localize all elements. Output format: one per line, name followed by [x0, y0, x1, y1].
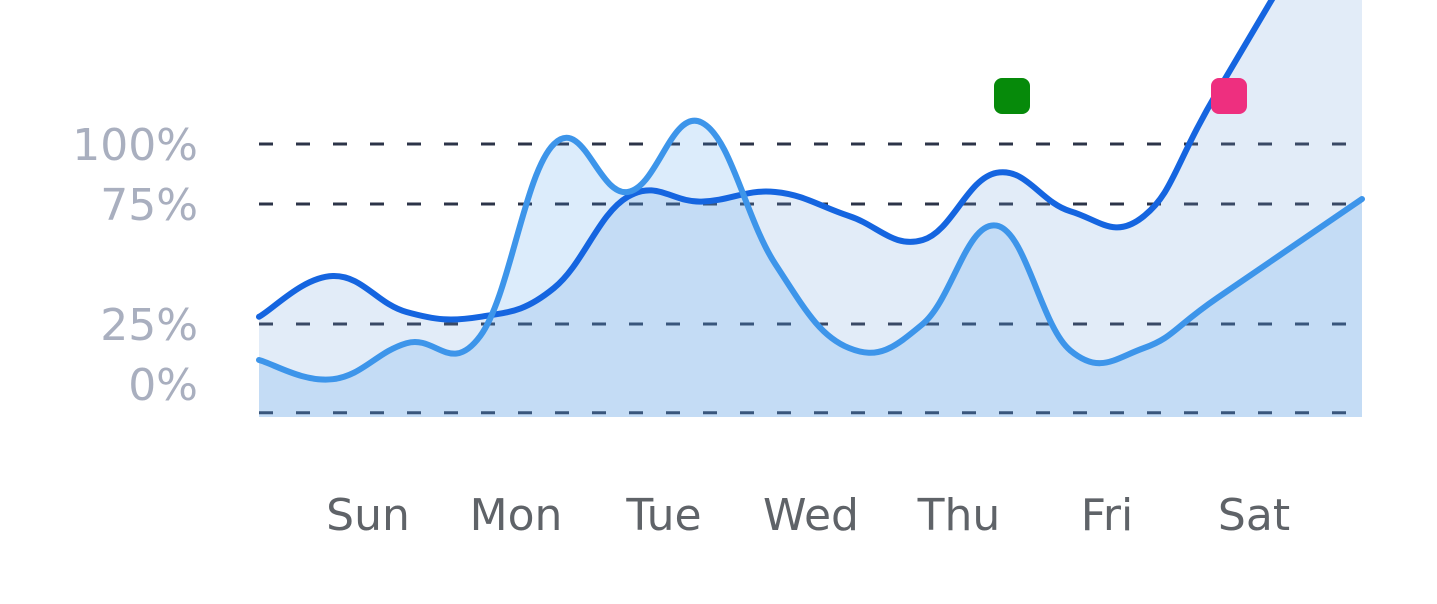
legend-swatch [994, 78, 1030, 114]
x-tick-label: Tue [625, 490, 701, 541]
series-line [256, 117, 1365, 383]
series-lines [256, 0, 1365, 383]
y-tick-label: 0% [128, 360, 198, 411]
y-tick-label: 100% [72, 120, 198, 171]
series-areas [259, 0, 1362, 417]
x-tick-label: Fri [1081, 490, 1133, 541]
x-tick-label: Wed [763, 490, 859, 541]
x-tick-label: Mon [470, 490, 563, 541]
legend [994, 78, 1247, 114]
x-axis-ticks: Sun Mon Tue Wed Thu Fri Sat [326, 490, 1290, 541]
series-area [259, 0, 1362, 417]
y-tick-label: 75% [100, 180, 198, 231]
x-tick-label: Sun [326, 490, 410, 541]
series-area [259, 120, 1362, 417]
legend-swatch [1211, 78, 1247, 114]
x-tick-label: Sat [1218, 490, 1290, 541]
series-line [256, 0, 1276, 323]
x-tick-label: Thu [917, 490, 1001, 541]
y-tick-label: 25% [100, 300, 198, 351]
y-axis-ticks: 0% 25% 75% 100% [72, 120, 198, 411]
